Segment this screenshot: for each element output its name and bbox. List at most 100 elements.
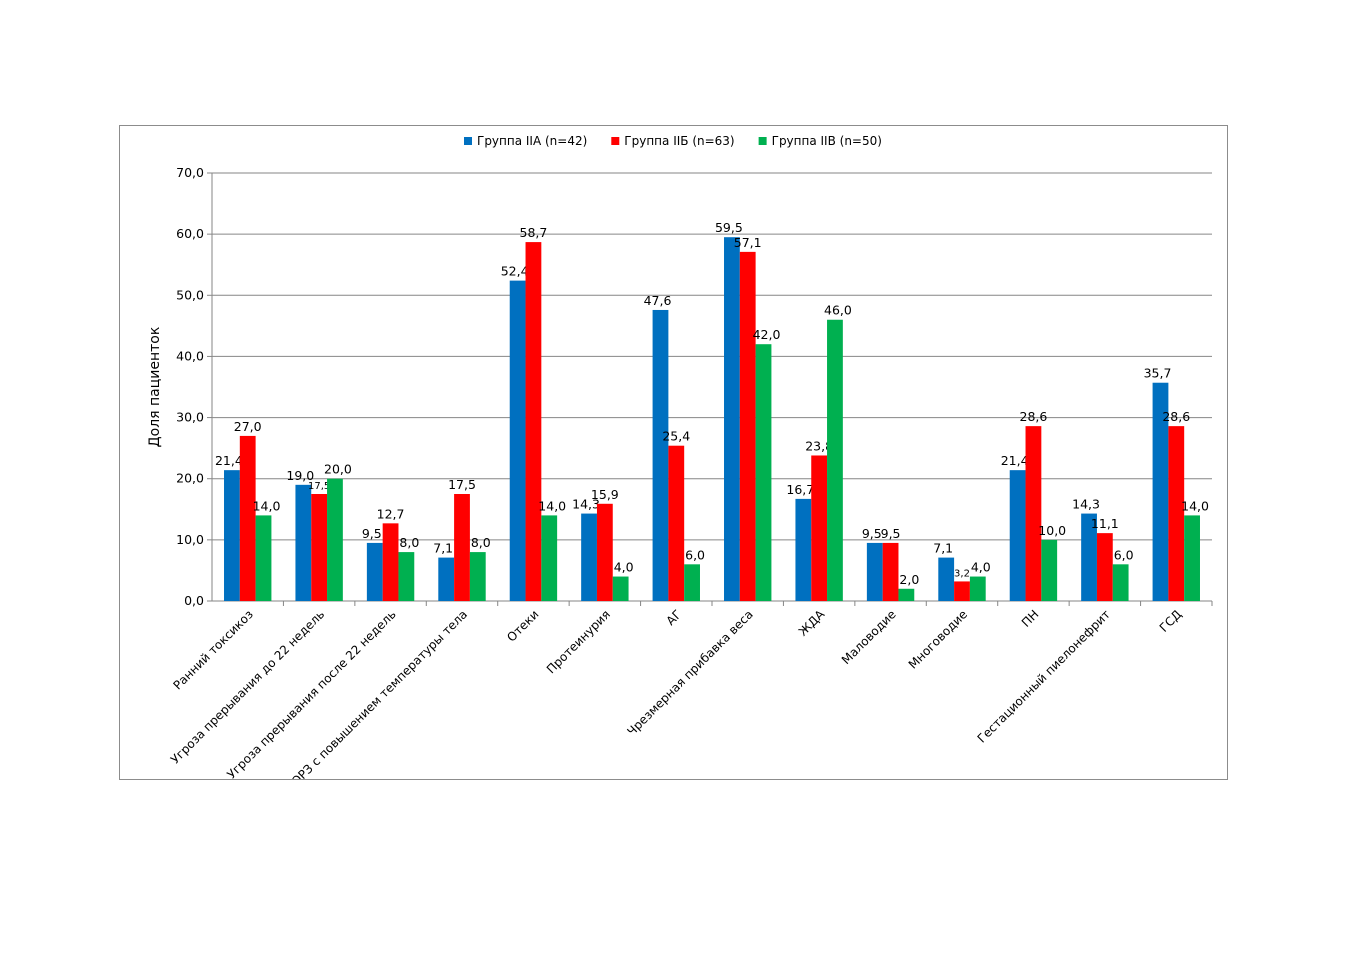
- data-label: 19,0: [286, 468, 314, 483]
- bar-1: [366, 542, 383, 601]
- data-label: 28,6: [1162, 409, 1190, 424]
- bar-1: [224, 470, 240, 601]
- legend-label: Группа IIА (n=42): [477, 134, 587, 148]
- bar-3: [612, 576, 629, 601]
- data-label: 20,0: [324, 462, 352, 477]
- category-label: ЖДА: [796, 607, 828, 639]
- bar-1: [795, 498, 812, 601]
- data-label: 7,1: [933, 541, 953, 556]
- bar-2: [882, 542, 899, 601]
- category-label: Отеки: [504, 607, 541, 644]
- category-label: Чрезмерная прибавка веса: [624, 607, 755, 738]
- legend-label: Группа IIБ (n=63): [624, 134, 734, 148]
- bar-2: [525, 242, 542, 601]
- bar-2: [239, 435, 256, 601]
- data-label: 17,5: [308, 481, 330, 492]
- legend-swatch: [464, 137, 472, 145]
- bar-2: [1025, 426, 1042, 601]
- category-label: Гестационный пиелонефрит: [975, 607, 1113, 745]
- bar-2: [954, 581, 970, 601]
- data-label: 4,0: [614, 560, 634, 575]
- bar-3: [469, 552, 486, 601]
- data-label: 21,4: [215, 453, 243, 468]
- bar-2: [1168, 426, 1185, 601]
- category-label: ПН: [1019, 607, 1042, 630]
- bar-1: [438, 557, 455, 601]
- data-label: 8,0: [399, 535, 419, 550]
- bar-2: [596, 503, 613, 601]
- bar-3: [684, 564, 700, 601]
- data-label: 25,4: [662, 429, 690, 444]
- bar-1: [581, 513, 597, 601]
- bar-3: [827, 319, 843, 601]
- legend-label: Группа IIВ (n=50): [772, 134, 882, 148]
- data-label: 10,0: [1038, 523, 1066, 538]
- y-tick-label: 20,0: [176, 471, 204, 486]
- bar-2: [739, 251, 756, 602]
- data-label: 27,0: [234, 419, 262, 434]
- category-label: Ранний токсикоз: [171, 607, 256, 692]
- data-label: 23,8: [805, 438, 833, 453]
- bar-1: [295, 484, 312, 601]
- bar-1: [866, 542, 883, 601]
- bar-3: [541, 515, 558, 601]
- data-label: 9,5: [862, 526, 882, 541]
- bar-3: [1112, 564, 1129, 601]
- bar-2: [382, 523, 399, 601]
- data-label: 3,2: [954, 568, 970, 579]
- bar-3: [327, 478, 343, 601]
- data-label: 52,4: [501, 264, 529, 279]
- data-label: 8,0: [471, 535, 491, 550]
- bar-3: [898, 588, 915, 601]
- data-label: 58,7: [520, 225, 548, 240]
- category-label: Угроза прерывания до 22 недель: [168, 607, 327, 766]
- data-label: 14,0: [1181, 498, 1209, 513]
- legend-swatch: [611, 137, 620, 145]
- data-label: 16,7: [786, 482, 814, 497]
- data-label: 57,1: [734, 235, 762, 250]
- category-label: АГ: [664, 607, 685, 628]
- bar-1: [724, 237, 740, 601]
- bar-chart: 0,0 10,0 20,0 30,0 40,0 50,0 60,0 70,0 Доля паци…: [147, 134, 1213, 779]
- y-tick-label: 0,0: [184, 593, 204, 608]
- y-tick-label: 70,0: [176, 165, 204, 180]
- data-label: 35,7: [1144, 366, 1172, 381]
- bar-1: [1152, 382, 1169, 601]
- data-label: 11,1: [1091, 516, 1119, 531]
- y-tick-label: 30,0: [176, 410, 204, 425]
- data-label: 12,7: [377, 506, 405, 521]
- data-label: 14,3: [572, 497, 600, 512]
- data-label: 46,0: [824, 303, 852, 318]
- data-label: 2,0: [899, 572, 919, 587]
- data-label: 4,0: [971, 560, 991, 575]
- category-label: Маловодие: [839, 607, 899, 667]
- legend-swatch: [758, 137, 767, 145]
- bar-1: [1009, 470, 1026, 601]
- bar-1: [509, 280, 526, 601]
- data-label: 6,0: [1114, 547, 1134, 562]
- bar-3: [755, 344, 772, 601]
- data-label: 28,6: [1020, 409, 1048, 424]
- y-tick-label: 40,0: [176, 348, 204, 363]
- bar-3: [398, 552, 415, 601]
- bar-1: [1081, 513, 1097, 601]
- data-label: 7,1: [433, 541, 453, 556]
- data-label: 6,0: [685, 547, 705, 562]
- data-label: 17,5: [448, 477, 476, 492]
- data-label: 21,4: [1001, 453, 1029, 468]
- data-label: 14,0: [253, 498, 281, 513]
- data-label: 9,5: [362, 526, 382, 541]
- y-tick-label: 50,0: [176, 287, 204, 302]
- bar-1: [938, 557, 955, 601]
- y-tick-label: 10,0: [176, 532, 204, 547]
- data-label: 14,3: [1072, 497, 1100, 512]
- data-label: 42,0: [753, 327, 781, 342]
- data-label: 59,5: [715, 220, 743, 235]
- data-label: 15,9: [591, 487, 619, 502]
- bar-3: [969, 576, 986, 601]
- bar-3: [1184, 515, 1200, 601]
- category-label: Протеинурия: [544, 607, 613, 676]
- y-axis-label: Доля пациенток: [147, 327, 163, 448]
- bar-2: [668, 445, 685, 601]
- category-label: ГСД: [1157, 607, 1185, 635]
